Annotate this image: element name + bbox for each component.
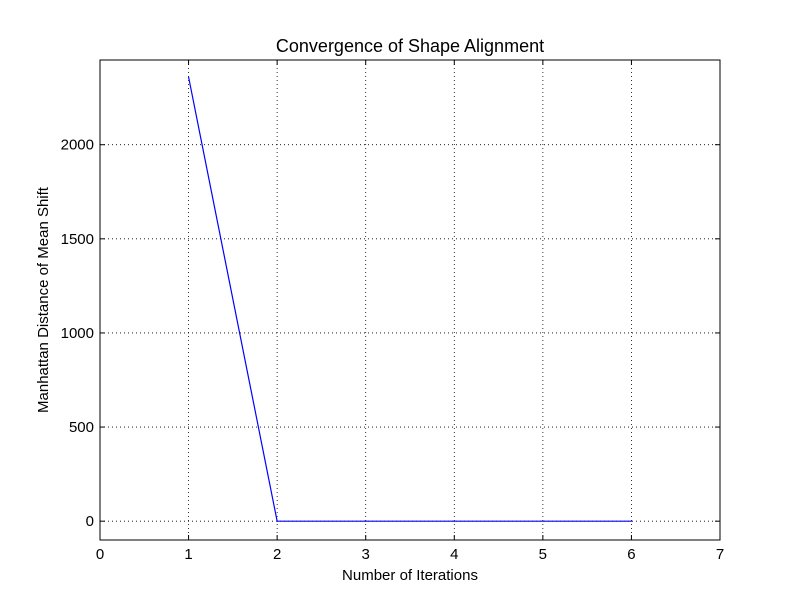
series-layer	[187, 76, 633, 522]
y-tick-label: 500	[69, 419, 94, 436]
y-tick-label: 1500	[61, 231, 94, 248]
x-tick-label: 4	[450, 546, 458, 563]
y-tick-label: 1000	[61, 325, 94, 342]
y-tick-label: 0	[86, 513, 94, 530]
x-tick-label: 0	[96, 546, 104, 563]
x-axis-label: Number of Iterations	[342, 567, 478, 584]
x-tick-label: 3	[362, 546, 370, 563]
x-tick-label: 1	[184, 546, 192, 563]
chart-title: Convergence of Shape Alignment	[276, 36, 544, 56]
axis-ticks: 0 1 2 3 4 5 6 7 0 500 1000 1500 2000	[61, 60, 724, 563]
series-line-segment	[187, 76, 278, 522]
series-group	[187, 76, 633, 522]
y-tick-label: 2000	[61, 137, 94, 154]
x-tick-label: 5	[539, 546, 547, 563]
x-tick-label: 7	[716, 546, 724, 563]
plot-area-frame	[99, 59, 721, 541]
y-axis-label: Manhattan Distance of Mean Shift	[35, 186, 52, 413]
x-tick-label: 6	[627, 546, 635, 563]
x-tick-label: 2	[273, 546, 281, 563]
